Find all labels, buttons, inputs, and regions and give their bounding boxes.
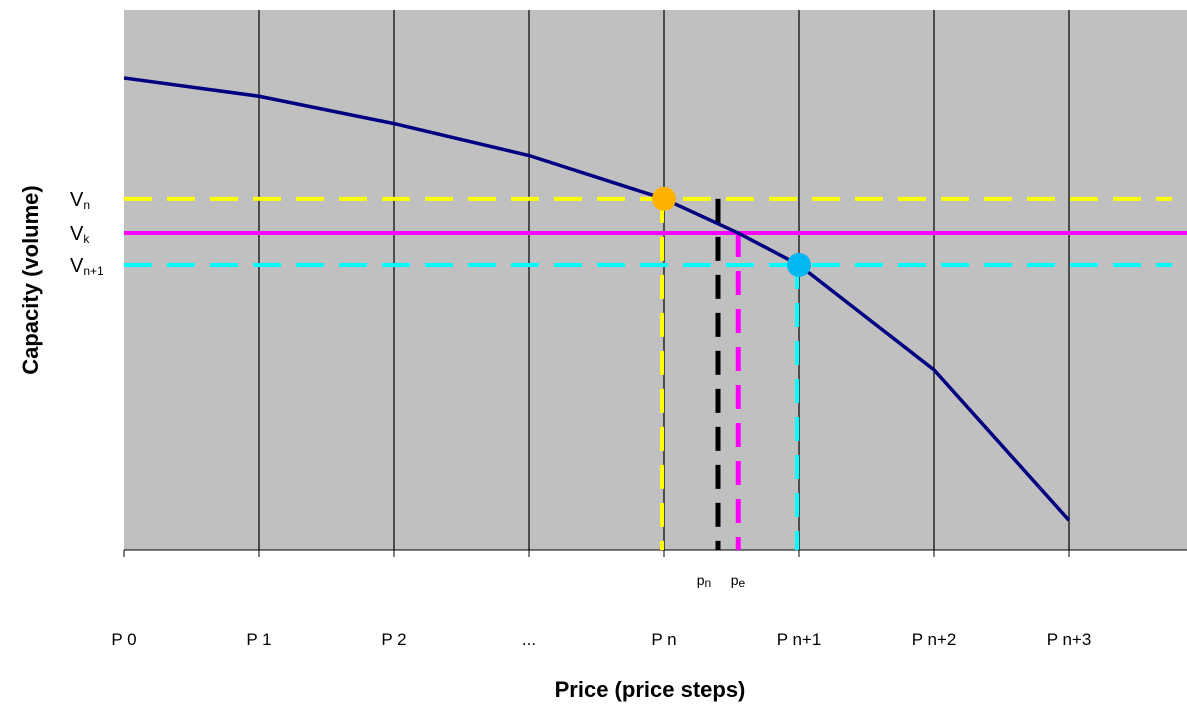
v-level-label: Vk: [70, 223, 90, 246]
price-marker-label-e: pe: [731, 572, 746, 590]
highlight-point: [652, 186, 676, 211]
x-tick-labels: P 0 P 1 P 2... P n P n+1 P n+2 P n+3: [111, 630, 1091, 649]
x-axis-title: Price (price steps): [555, 677, 746, 702]
plot-area: [124, 10, 1187, 550]
price-marker-lines: [660, 198, 799, 550]
x-tick-label: P 2: [381, 630, 406, 649]
v-level-label: Vn+1: [70, 255, 104, 278]
y-marker-labels: Vn Vk Vn+1: [70, 189, 104, 278]
highlight-point: [787, 252, 811, 277]
x-tick-label: P n+2: [912, 630, 957, 649]
x-axis: [123, 549, 1187, 557]
x-tick-label: P 0: [111, 630, 136, 649]
y-marker-lines: [124, 196, 1187, 267]
points-layer: [652, 186, 811, 277]
price-marker-label-n: pn: [697, 572, 711, 590]
v-level-label: Vn: [70, 189, 90, 212]
y-axis-title: Capacity (volume): [18, 185, 43, 375]
x-tick-label: P n+1: [777, 630, 822, 649]
price-marker-labels: pn pe: [697, 572, 746, 590]
x-tick-label: P n+3: [1047, 630, 1092, 649]
x-tick-label: P 1: [246, 630, 271, 649]
x-tick-label: ...: [522, 630, 536, 649]
x-tick-label: P n: [651, 630, 676, 649]
